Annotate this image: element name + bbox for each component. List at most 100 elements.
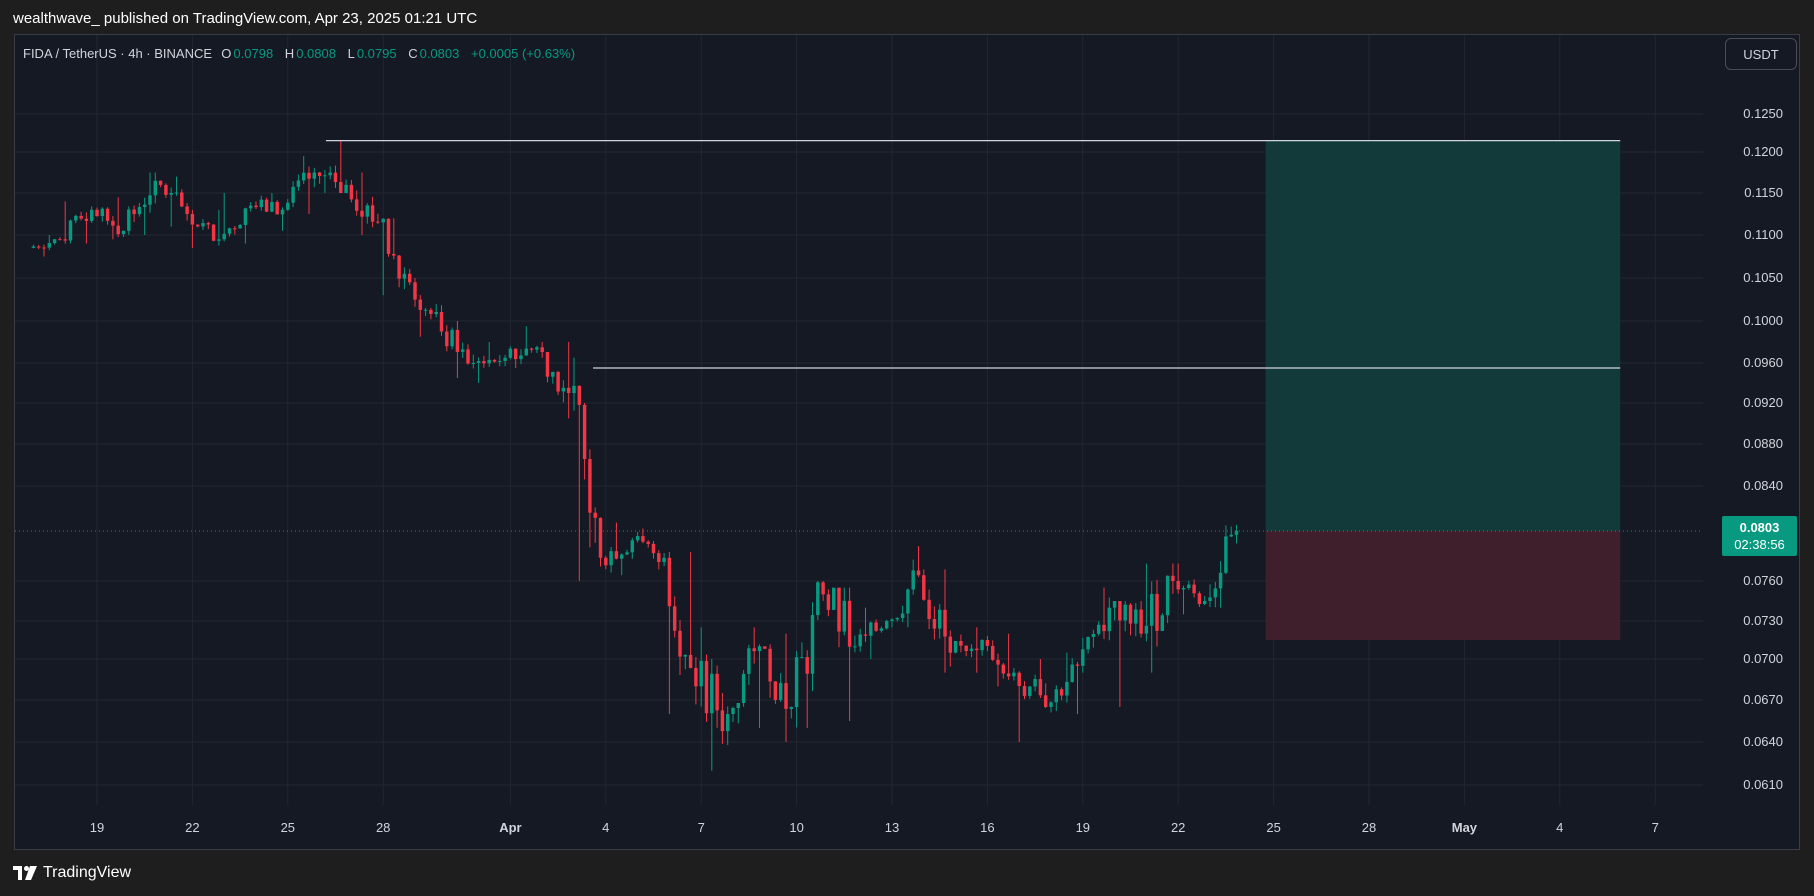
candle-down: [1171, 575, 1175, 581]
candle-up: [699, 660, 703, 687]
candle-down: [1075, 664, 1080, 666]
candle-down: [646, 541, 650, 544]
candle-up: [227, 228, 232, 234]
candle-down: [111, 220, 115, 226]
candle-down: [916, 570, 921, 576]
price-axis-label: 0.0730: [1743, 613, 1783, 628]
price-axis-label: 0.1200: [1743, 144, 1783, 159]
candle-down: [317, 172, 322, 176]
candle-up: [296, 180, 301, 187]
publish-info: wealthwave_ published on TradingView.com…: [13, 10, 478, 27]
candle-up: [137, 206, 142, 215]
candle-up: [619, 554, 624, 559]
candle-up: [1065, 681, 1069, 696]
candle-up: [937, 609, 942, 629]
time-axis-label: May: [1452, 820, 1478, 835]
candle-down: [397, 255, 401, 279]
time-axis-label: 19: [90, 820, 104, 835]
time-axis-label: 28: [1362, 820, 1376, 835]
candle-up: [1181, 587, 1186, 590]
candle-down: [704, 660, 709, 714]
candle-up: [1070, 664, 1074, 682]
time-axis-label: 4: [602, 820, 609, 835]
candle-down: [1059, 689, 1064, 696]
candle-up: [323, 175, 327, 177]
candle-down: [694, 667, 698, 687]
candle-down: [1139, 609, 1143, 634]
candle-up: [74, 215, 78, 221]
tradingview-logo[interactable]: TradingView: [13, 864, 131, 882]
candle-down: [837, 587, 841, 632]
candle-down: [614, 551, 619, 559]
chart-panel[interactable]: 0.1250 0.1200 0.1150 0.1100 0.1050 0.1000 0.09…: [14, 34, 1800, 850]
candle-down: [1197, 593, 1202, 605]
candle-down: [339, 182, 343, 193]
candle-down: [678, 630, 682, 657]
candle-down: [190, 214, 195, 225]
candle-down: [545, 352, 550, 377]
candle-down: [116, 225, 120, 235]
candle-down: [1022, 686, 1027, 696]
candle-down: [588, 459, 592, 513]
candle-up: [630, 540, 635, 553]
candle-up: [831, 587, 836, 610]
candle-up: [423, 309, 428, 311]
candle-down: [874, 622, 878, 631]
symbol-legend: FIDA / TetherUS · 4h · BINANCE O 0.0798 H…: [23, 46, 583, 61]
candle-up: [911, 570, 915, 590]
candle-down: [195, 224, 200, 227]
candle-up: [1054, 689, 1059, 703]
candle-down: [927, 599, 931, 620]
candle-up: [969, 648, 974, 652]
candle-up: [365, 205, 370, 217]
candle-down: [206, 223, 211, 225]
candle-down: [492, 359, 497, 362]
candle-down: [720, 710, 725, 732]
candle-up: [879, 628, 884, 631]
bottom-bar: TradingView: [0, 850, 1814, 896]
candle-up: [635, 536, 640, 541]
candle-down: [577, 385, 582, 405]
candle-down: [1128, 604, 1133, 624]
candle-up: [1224, 536, 1228, 573]
candle-up: [731, 707, 735, 714]
last-price-tag: 0.0803 02:38:56: [1722, 516, 1797, 556]
price-chart[interactable]: 0.1250 0.1200 0.1150 0.1100 0.1050 0.1000 0.09…: [15, 35, 1800, 850]
candle-up: [381, 218, 385, 223]
candle-up: [561, 387, 566, 392]
candle-down: [582, 404, 587, 460]
time-axis-label: 13: [885, 820, 899, 835]
candle-down: [715, 673, 719, 711]
candle-down: [688, 654, 693, 668]
stop-zone: [1265, 531, 1621, 640]
candle-up: [1107, 607, 1112, 632]
candle-up: [551, 371, 555, 377]
candle-up: [1213, 588, 1218, 598]
candle-up: [1229, 534, 1233, 537]
candle-up: [519, 355, 523, 360]
candle-down: [763, 646, 767, 649]
candle-up: [757, 646, 762, 652]
candle-down: [482, 361, 486, 364]
price-axis-label: 0.0960: [1743, 355, 1783, 370]
candle-up: [725, 714, 730, 732]
price-axis-label: 0.1050: [1743, 270, 1783, 285]
candle-up: [1165, 575, 1170, 616]
time-axis-label: 25: [281, 820, 295, 835]
candle-down: [990, 645, 995, 660]
candle-up: [487, 359, 491, 364]
candle-down: [58, 239, 62, 241]
candle-up: [498, 360, 502, 362]
candle-down: [158, 180, 163, 185]
candle-down: [132, 209, 136, 215]
price-axis-label: 0.0640: [1743, 734, 1783, 749]
symbol-name[interactable]: FIDA / TetherUS · 4h · BINANCE: [23, 46, 213, 61]
candle-down: [429, 309, 433, 315]
low-label: L: [347, 46, 355, 61]
price-axis-label: 0.0760: [1743, 573, 1783, 588]
currency-button[interactable]: USDT: [1725, 38, 1797, 70]
candle-down: [975, 648, 979, 651]
candle-up: [201, 223, 205, 227]
candle-up: [286, 202, 290, 210]
candle-up: [148, 195, 152, 205]
